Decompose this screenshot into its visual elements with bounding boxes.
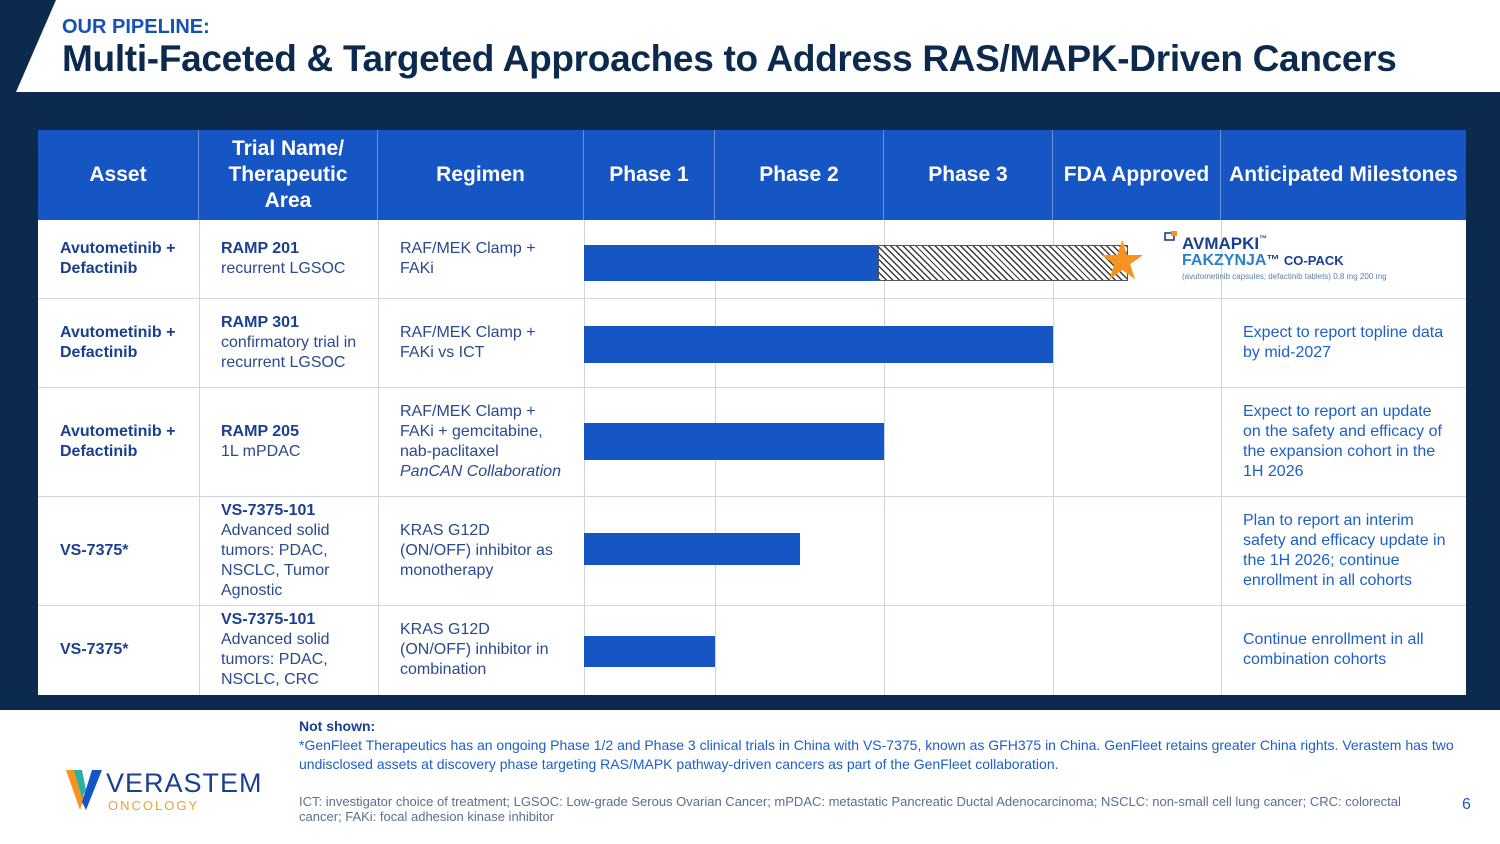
- trial-name: VS-7375-101: [221, 501, 316, 519]
- progress-bar-ramp301: [584, 326, 1053, 363]
- grid-line: [378, 220, 379, 695]
- column-header-asset: Asset: [38, 130, 199, 220]
- row-divider: [38, 387, 1466, 388]
- regimen-text: RAF/MEK Clamp + FAKi + gemcitabine, nab-…: [400, 402, 543, 460]
- grid-line: [1053, 220, 1054, 695]
- trial-area: recurrent LGSOC: [221, 260, 346, 277]
- regimen-text: RAF/MEK Clamp + FAKi vs ICT: [400, 323, 536, 361]
- trial-area: Advanced solid tumors: PDAC, NSCLC, Tumo…: [221, 521, 330, 599]
- regimen-cell: RAF/MEK Clamp + FAKi: [400, 220, 560, 298]
- asset-cell: VS-7375*: [60, 641, 129, 658]
- logo-wordmark: VERASTEM: [106, 768, 263, 798]
- column-header-milestones: Anticipated Milestones: [1221, 130, 1466, 220]
- trial-area: confirmatory trial in recurrent LGSOC: [221, 333, 357, 371]
- milestone-cell: Continue enrollment in all combination c…: [1243, 631, 1424, 668]
- trial-cell: RAMP 301 confirmatory trial in recurrent…: [221, 298, 373, 387]
- row-divider: [38, 298, 1466, 299]
- footer: VERASTEM ONCOLOGY Not shown: *GenFleet T…: [0, 710, 1500, 844]
- brand-fineprint: (avutometinib capsules; defactinib table…: [1182, 272, 1387, 281]
- regimen-cell: RAF/MEK Clamp + FAKi vs ICT: [400, 298, 570, 387]
- progress-bar-ramp201: [584, 245, 884, 281]
- avmapki-fakzynja-brand: AVMAPKI™ FAKZYNJA™ CO-PACK (avutometinib…: [1164, 226, 1387, 292]
- regimen-cell: KRAS G12D (ON/OFF) inhibitor in combinat…: [400, 605, 565, 695]
- row-divider: [38, 605, 1466, 606]
- column-header-phase1: Phase 1: [584, 130, 715, 220]
- abbreviations-text: ICT: investigator choice of treatment; L…: [299, 794, 1401, 824]
- trial-name: RAMP 301: [221, 313, 299, 331]
- asset-cell: VS-7375*: [60, 541, 129, 559]
- trial-area: 1L mPDAC: [221, 442, 301, 460]
- regimen-text: KRAS G12D (ON/OFF) inhibitor in combinat…: [400, 621, 549, 678]
- page-number: 6: [1462, 796, 1471, 813]
- progress-bar-ramp205: [584, 423, 884, 460]
- footnote-text: *GenFleet Therapeutics has an ongoing Ph…: [299, 737, 1454, 772]
- co-pack-icon: [1164, 231, 1177, 241]
- regimen-collaboration: PanCAN Collaboration: [400, 462, 561, 480]
- regimen-cell: RAF/MEK Clamp + FAKi + gemcitabine, nab-…: [400, 387, 565, 496]
- regimen-text: RAF/MEK Clamp + FAKi: [400, 240, 536, 277]
- title-card: [16, 0, 1500, 92]
- asset-cell: Avutometinib + Defactinib: [60, 323, 176, 361]
- trial-cell: VS-7375-101 Advanced solid tumors: PDAC,…: [221, 605, 373, 695]
- trial-name: RAMP 201: [221, 240, 299, 257]
- progress-bar-vs7375-mono: [584, 533, 800, 565]
- footnote-heading: Not shown:: [299, 718, 376, 734]
- page-title: Multi-Faceted & Targeted Approaches to A…: [62, 38, 1397, 79]
- row-divider: [38, 496, 1466, 497]
- trial-cell: VS-7375-101 Advanced solid tumors: PDAC,…: [221, 496, 373, 605]
- trial-cell: RAMP 201 recurrent LGSOC: [221, 220, 373, 298]
- progress-bar-vs7375-combo: [584, 636, 715, 667]
- trial-cell: RAMP 205 1L mPDAC: [221, 387, 373, 496]
- column-header-phase3: Phase 3: [884, 130, 1053, 220]
- grid-line: [199, 220, 200, 695]
- trial-name: RAMP 205: [221, 422, 299, 440]
- column-header-trial: Trial Name/ Therapeutic Area: [199, 130, 378, 220]
- trial-name: VS-7375-101: [221, 611, 316, 628]
- column-header-phase2: Phase 2: [715, 130, 884, 220]
- milestone-cell: Plan to report an interim safety and eff…: [1243, 511, 1446, 589]
- trial-area: Advanced solid tumors: PDAC, NSCLC, CRC: [221, 631, 330, 688]
- fda-approved-star-icon: ★: [1098, 231, 1147, 291]
- column-header-regimen: Regimen: [378, 130, 584, 220]
- page-kicker: OUR PIPELINE:: [62, 16, 210, 38]
- milestone-cell: Expect to report topline data by mid-202…: [1243, 323, 1444, 361]
- asset-cell: Avutometinib + Defactinib: [60, 240, 176, 277]
- approval-hatch-bar: [878, 245, 1128, 281]
- brand-line-1: AVMAPKI™: [1182, 234, 1268, 253]
- pipeline-table: Asset Trial Name/ Therapeutic Area Regim…: [38, 130, 1466, 695]
- asset-cell: Avutometinib + Defactinib: [60, 422, 176, 460]
- logo-subtitle: ONCOLOGY: [108, 798, 200, 813]
- regimen-cell: KRAS G12D (ON/OFF) inhibitor as monother…: [400, 496, 565, 605]
- regimen-text: KRAS G12D (ON/OFF) inhibitor as monother…: [400, 521, 553, 579]
- verastem-logo: VERASTEM ONCOLOGY: [66, 768, 266, 820]
- milestone-cell: Expect to report an update on the safety…: [1243, 402, 1442, 480]
- brand-line-2: FAKZYNJA™ CO-PACK: [1182, 252, 1344, 269]
- column-header-fda: FDA Approved: [1053, 130, 1221, 220]
- grid-line: [884, 220, 885, 695]
- verastem-v-icon: [66, 770, 102, 810]
- grid-line: [1221, 220, 1222, 695]
